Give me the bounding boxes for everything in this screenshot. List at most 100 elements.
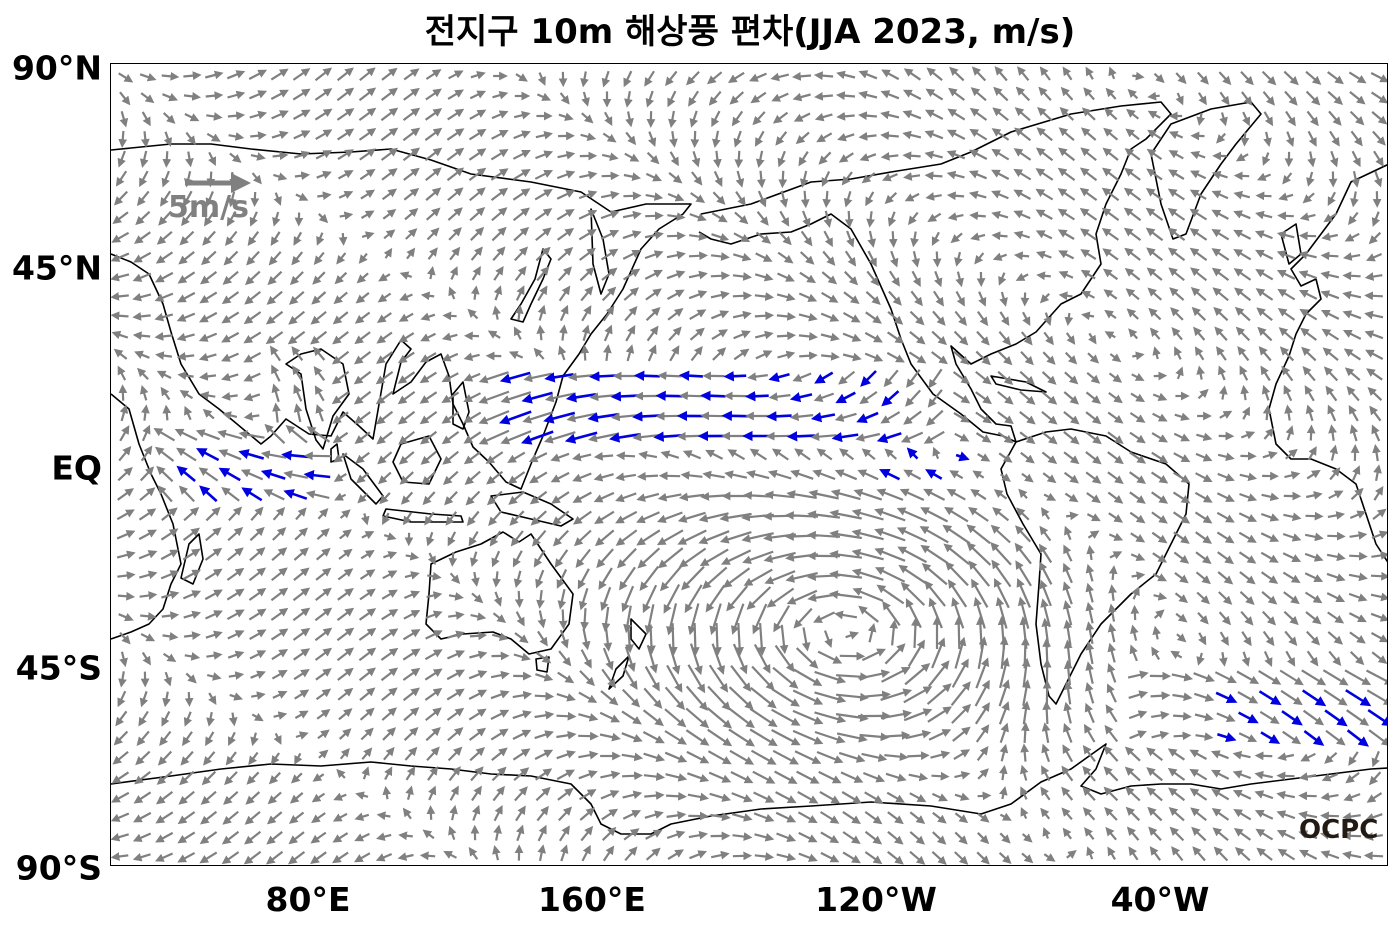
wind-arrow: [1241, 651, 1251, 667]
wind-arrow: [1216, 346, 1227, 361]
wind-arrow: [378, 471, 392, 485]
wind-arrow: [272, 211, 281, 227]
wind-arrow: [265, 331, 284, 345]
wind-arrow: [1125, 786, 1141, 802]
wind-arrow: [888, 290, 902, 306]
wind-arrow: [623, 268, 641, 281]
wind-arrow: [354, 812, 370, 821]
wind-arrow: [1062, 600, 1073, 626]
wind-arrow: [837, 132, 855, 142]
wind-arrow: [1189, 189, 1207, 200]
wind-arrow: [1219, 91, 1230, 106]
significant-wind-arrow: [587, 412, 619, 423]
wind-arrow: [1041, 410, 1058, 425]
wind-arrow: [1108, 372, 1123, 383]
wind-arrow: [551, 491, 570, 504]
wind-arrow: [816, 448, 833, 461]
wind-arrow: [403, 167, 420, 181]
wind-arrow: [581, 112, 594, 124]
reference-vector-label: 5m/s: [168, 190, 249, 225]
wind-arrow: [776, 292, 796, 302]
wind-arrow: [734, 150, 744, 169]
wind-arrow: [425, 610, 443, 619]
wind-arrow: [1283, 591, 1300, 605]
wind-arrow: [907, 211, 919, 226]
wind-arrow: [1085, 411, 1102, 425]
wind-arrow: [1173, 551, 1190, 564]
wind-arrow: [1000, 473, 1011, 482]
wind-arrow: [271, 669, 288, 680]
wind-arrow: [337, 170, 354, 180]
wind-arrow: [358, 87, 377, 102]
wind-arrow: [1371, 530, 1387, 539]
wind-arrow: [950, 681, 971, 706]
wind-arrow: [581, 628, 591, 651]
wind-arrow: [814, 670, 847, 684]
wind-arrow: [953, 330, 969, 346]
wind-arrow: [1129, 451, 1147, 464]
wind-arrow: [381, 67, 398, 81]
wind-arrow: [471, 571, 480, 587]
wind-arrow: [336, 128, 355, 141]
wind-arrow: [931, 351, 948, 365]
wind-arrow: [1146, 267, 1163, 281]
lat-label-90s: 90°S: [15, 848, 102, 888]
wind-arrow: [666, 289, 685, 300]
wind-arrow: [398, 430, 415, 445]
wind-arrow: [664, 686, 685, 711]
wind-arrow: [799, 351, 818, 361]
wind-arrow: [177, 271, 196, 284]
wind-arrow: [250, 732, 259, 747]
wind-arrow: [556, 190, 576, 200]
wind-arrow: [666, 830, 686, 840]
wind-arrow: [1348, 592, 1368, 602]
wind-arrow: [1241, 406, 1250, 420]
wind-arrow: [310, 310, 327, 325]
wind-arrow: [1147, 129, 1162, 140]
wind-arrow: [684, 584, 703, 614]
wind-arrow: [1370, 612, 1387, 622]
wind-arrow: [1216, 531, 1235, 544]
wind-arrow: [911, 617, 920, 648]
wind-arrow: [667, 849, 685, 860]
wind-arrow: [137, 367, 149, 380]
wind-arrow: [427, 247, 438, 260]
wind-arrow: [943, 543, 970, 565]
wind-arrow: [224, 771, 238, 786]
wind-arrow: [593, 473, 614, 482]
wind-arrow: [1058, 147, 1076, 162]
wind-arrow: [558, 285, 571, 302]
wind-arrow: [265, 850, 284, 865]
wind-arrow: [270, 628, 289, 641]
wind-arrow: [905, 729, 932, 740]
wind-arrow: [228, 731, 236, 747]
wind-arrow: [491, 129, 509, 140]
wind-arrow: [227, 630, 245, 640]
wind-arrow: [376, 410, 394, 425]
wind-arrow: [798, 151, 809, 167]
wind-arrow: [816, 132, 833, 143]
wind-arrow: [776, 312, 797, 321]
wind-arrow: [1282, 532, 1302, 542]
wind-arrow: [974, 702, 990, 725]
wind-arrow: [1147, 110, 1161, 119]
wind-arrow: [1084, 827, 1095, 840]
wind-arrow: [1307, 151, 1316, 168]
wind-arrow: [272, 151, 289, 161]
wind-arrow: [731, 110, 744, 127]
wind-arrow: [992, 252, 1007, 261]
wind-arrow: [294, 689, 310, 700]
wind-arrow: [1065, 511, 1079, 521]
wind-arrow: [992, 107, 1009, 122]
wind-arrow: [1348, 404, 1359, 422]
wind-arrow: [111, 791, 130, 803]
wind-arrow: [184, 171, 193, 188]
significant-wind-arrow: [700, 390, 726, 401]
wind-arrow: [865, 290, 881, 305]
wind-arrow: [178, 790, 195, 805]
wind-arrow: [755, 350, 773, 360]
wind-arrow: [375, 832, 392, 841]
wind-arrow: [638, 450, 658, 460]
wind-arrow: [931, 792, 949, 802]
wind-arrow: [687, 772, 710, 783]
